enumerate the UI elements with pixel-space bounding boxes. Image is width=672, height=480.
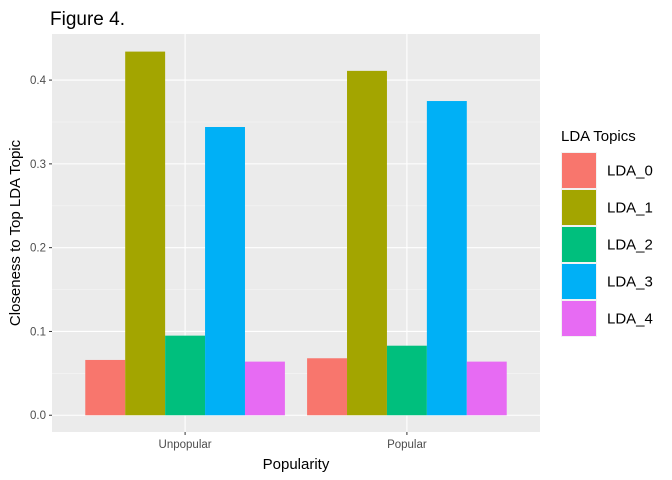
legend-swatch <box>562 301 596 336</box>
bar-lda-3-popular <box>426 101 467 416</box>
legend-swatch <box>562 264 596 299</box>
bar-lda-3-unpopular <box>205 127 245 416</box>
bar-lda-2-unpopular <box>165 335 206 416</box>
bar-lda-1-popular <box>347 70 387 416</box>
legend-swatch <box>562 153 596 188</box>
y-tick-label: 0.4 <box>30 75 47 87</box>
y-axis-ticks: 0.0 0.1 0.2 0.3 0.4 <box>30 75 52 422</box>
legend-swatch <box>562 227 596 262</box>
x-tick-label: Popular <box>387 439 427 451</box>
x-axis-title: Popularity <box>263 456 330 473</box>
bar-lda-0-unpopular <box>85 359 126 416</box>
y-axis-title: Closeness to Top LDA Topic <box>7 139 24 326</box>
legend-swatch <box>562 190 596 225</box>
y-tick-label: 0.2 <box>30 243 46 255</box>
bars <box>85 51 507 416</box>
x-tick-label: Unpopular <box>159 439 212 451</box>
bar-lda-4-unpopular <box>244 361 285 416</box>
y-tick-label: 0.0 <box>30 410 46 422</box>
legend-title: LDA Topics <box>561 128 636 145</box>
legend-label: LDA_1 <box>607 200 653 217</box>
legend-label: LDA_0 <box>607 163 653 180</box>
y-tick-label: 0.1 <box>30 326 46 338</box>
legend: LDA Topics LDA_0 LDA_1 LDA_2 LDA_3 LDA_4 <box>561 128 653 337</box>
x-axis-ticks: Unpopular Popular <box>159 432 427 451</box>
bar-lda-4-popular <box>466 361 507 416</box>
bar-lda-0-popular <box>307 358 348 416</box>
bar-lda-2-popular <box>386 345 427 416</box>
legend-label: LDA_4 <box>607 311 653 328</box>
bar-lda-1-unpopular <box>125 51 166 416</box>
y-tick-label: 0.3 <box>30 159 46 171</box>
legend-label: LDA_2 <box>607 237 653 254</box>
legend-label: LDA_3 <box>607 274 653 291</box>
chart-title: Figure 4. <box>50 9 125 30</box>
